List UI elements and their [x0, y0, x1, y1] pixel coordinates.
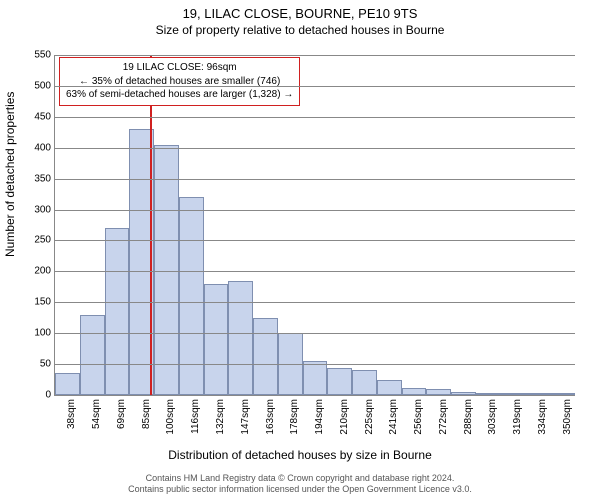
- gridline: [55, 302, 575, 303]
- x-axis-title: Distribution of detached houses by size …: [0, 448, 600, 462]
- histogram-bar: [80, 315, 105, 395]
- x-tick-label: 163sqm: [265, 399, 276, 435]
- chart-subtitle: Size of property relative to detached ho…: [0, 21, 600, 37]
- y-tick-label: 300: [34, 204, 55, 215]
- bars-group: [55, 55, 575, 395]
- gridline: [55, 179, 575, 180]
- x-labels-group: 38sqm 54sqm 69sqm 85sqm 100sqm 116sqm 132sqm 14…: [54, 395, 574, 455]
- gridline: [55, 240, 575, 241]
- gridline: [55, 271, 575, 272]
- histogram-bar: [327, 368, 352, 395]
- gridline: [55, 55, 575, 56]
- y-tick-label: 100: [34, 328, 55, 339]
- histogram-bar: [352, 370, 377, 395]
- x-tick-label: 350sqm: [562, 399, 573, 435]
- x-tick-label: 54sqm: [91, 399, 102, 429]
- gridline: [55, 333, 575, 334]
- x-tick-label: 303sqm: [487, 399, 498, 435]
- annotation-box: 19 LILAC CLOSE: 96sqm← 35% of detached h…: [59, 57, 300, 106]
- histogram-bar: [303, 361, 328, 395]
- y-tick-label: 200: [34, 266, 55, 277]
- annotation-line: 19 LILAC CLOSE: 96sqm: [66, 61, 293, 75]
- x-tick-label: 194sqm: [314, 399, 325, 435]
- y-tick-label: 450: [34, 111, 55, 122]
- x-tick-label: 334sqm: [537, 399, 548, 435]
- x-tick-label: 241sqm: [388, 399, 399, 435]
- histogram-bar: [179, 197, 204, 395]
- y-tick-label: 350: [34, 173, 55, 184]
- histogram-bar: [228, 281, 253, 395]
- gridline: [55, 210, 575, 211]
- footer-line-1: Contains HM Land Registry data © Crown c…: [0, 473, 600, 485]
- gridline: [55, 148, 575, 149]
- x-tick-label: 69sqm: [116, 399, 127, 429]
- gridline: [55, 117, 575, 118]
- x-tick-label: 319sqm: [512, 399, 523, 435]
- histogram-bar: [154, 145, 179, 395]
- histogram-bar: [204, 284, 229, 395]
- x-tick-label: 178sqm: [289, 399, 300, 435]
- x-tick-label: 38sqm: [66, 399, 77, 429]
- y-tick-label: 250: [34, 235, 55, 246]
- histogram-bar: [377, 380, 402, 395]
- y-tick-label: 500: [34, 80, 55, 91]
- histogram-bar: [55, 373, 80, 395]
- x-tick-label: 210sqm: [339, 399, 350, 435]
- gridline: [55, 86, 575, 87]
- x-tick-label: 256sqm: [413, 399, 424, 435]
- histogram-bar: [402, 388, 427, 395]
- x-tick-label: 147sqm: [240, 399, 251, 435]
- histogram-bar: [105, 228, 130, 395]
- y-tick-label: 400: [34, 142, 55, 153]
- footer-text: Contains HM Land Registry data © Crown c…: [0, 473, 600, 496]
- x-tick-label: 225sqm: [364, 399, 375, 435]
- x-tick-label: 132sqm: [215, 399, 226, 435]
- x-tick-label: 288sqm: [463, 399, 474, 435]
- histogram-bar: [253, 318, 278, 395]
- y-tick-label: 550: [34, 50, 55, 61]
- footer-line-2: Contains public sector information licen…: [0, 484, 600, 496]
- x-tick-label: 116sqm: [190, 399, 201, 434]
- chart-title: 19, LILAC CLOSE, BOURNE, PE10 9TS: [0, 0, 600, 21]
- plot-area: 19 LILAC CLOSE: 96sqm← 35% of detached h…: [54, 55, 574, 395]
- chart-container: 19, LILAC CLOSE, BOURNE, PE10 9TS Size o…: [0, 0, 600, 500]
- annotation-line: 63% of semi-detached houses are larger (…: [66, 88, 293, 102]
- x-tick-label: 100sqm: [165, 399, 176, 435]
- x-tick-label: 85sqm: [141, 399, 152, 429]
- x-tick-label: 272sqm: [438, 399, 449, 435]
- y-tick-label: 150: [34, 297, 55, 308]
- marker-line: [150, 55, 152, 395]
- gridline: [55, 364, 575, 365]
- y-tick-label: 50: [40, 359, 55, 370]
- y-axis-title: Number of detached properties: [3, 92, 17, 257]
